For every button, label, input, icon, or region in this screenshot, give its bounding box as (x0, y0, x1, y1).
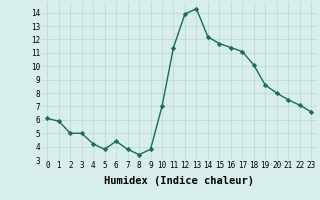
X-axis label: Humidex (Indice chaleur): Humidex (Indice chaleur) (104, 176, 254, 186)
